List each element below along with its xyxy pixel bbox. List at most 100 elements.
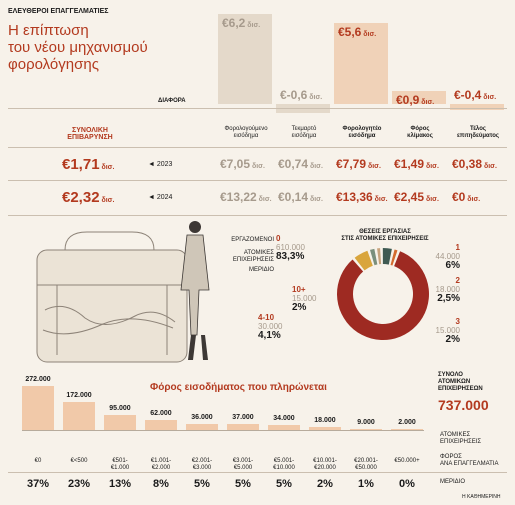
bar-category-line: €2.001-: [191, 458, 213, 464]
donut-slice: [382, 248, 392, 265]
row-cell: €2,45 δισ.: [394, 190, 439, 204]
donut-segment-share: 2%: [445, 334, 460, 345]
total-burden-l1: ΣΥΝΟΛΙΚΗ: [72, 127, 108, 134]
donut-slice: [354, 250, 373, 271]
donut-segment-share: 6%: [445, 260, 460, 271]
bar-category: €3.001- €5.000: [223, 458, 263, 472]
bar-category-line: €1.000: [110, 465, 130, 471]
column-header-line: Τέλος: [470, 126, 486, 132]
donut-legend-firms-l2: ΕΠΙΧΕΙΡΗΣΕΙΣ: [232, 257, 274, 263]
bar-category: €0: [18, 458, 58, 465]
column-header-line: Τεκμαρτό: [291, 126, 317, 132]
bar-share: 13%: [108, 478, 132, 490]
bar-axis: [22, 430, 424, 431]
bar-category-line: €501-: [112, 458, 128, 464]
legend-count-l2: ΕΠΙΧΕΙΡΗΣΕΙΣ: [440, 439, 482, 445]
bar-category-line: €2.000: [151, 465, 171, 471]
bar-category: €20.001- €50.000: [346, 458, 386, 472]
row-cell-unit: δισ.: [372, 196, 388, 203]
column-header-line: Φορολογητέο: [342, 126, 382, 132]
donut-segment-name: 3: [455, 317, 460, 326]
diff-value-unit: δισ.: [419, 98, 435, 106]
donut-legend-firms-l1: ΑΤΟΜΙΚΕΣ: [243, 250, 274, 256]
bar-category: €501- €1.000: [100, 458, 140, 472]
diff-value: €-0,6 δισ.: [280, 88, 323, 102]
column-header: Τεκμαρτό εισόδημα: [272, 126, 336, 140]
bar-category-line: €<500: [70, 458, 88, 464]
column-header: Φορολογητέο εισόδημα: [330, 126, 394, 140]
row-cell: €0,38 δισ.: [452, 157, 497, 171]
bar-category: €<500: [59, 458, 99, 465]
diff-value: €-0,4 δισ.: [454, 88, 497, 102]
diff-value: €6,2 δισ.: [222, 16, 261, 31]
row-cell: €7,05 δισ.: [220, 157, 265, 171]
page-title: Η επίπτωση του νέου μηχανισμού φορολόγησ…: [8, 22, 148, 73]
column-header: Τέλος επιτηδεύματος: [446, 126, 510, 140]
diff-value-unit: δισ.: [307, 94, 323, 101]
total-firms-value: 737.000: [438, 397, 489, 413]
bar-value-label: 62.000: [150, 409, 172, 417]
bar-category-line: €20.001-: [354, 458, 378, 464]
bar-category-line: €0: [34, 458, 42, 464]
bar-share: 5%: [194, 478, 210, 490]
diff-value-unit: δισ.: [245, 22, 261, 30]
bar-share: 0%: [399, 478, 415, 490]
row-cell: €0,14 δισ.: [278, 190, 323, 204]
donut-segment-count: 30.000: [258, 322, 283, 331]
bar: [63, 402, 95, 430]
bar-value-label: 95.000: [109, 404, 131, 412]
bar-category-line: €50.000: [355, 465, 377, 471]
donut-segment-count: 610.000: [276, 243, 305, 252]
bar-category-line: €10.000: [273, 465, 295, 471]
donut-segment-count: 15.000: [435, 326, 460, 335]
donut-segment-share: 83,3%: [276, 251, 305, 262]
donut-segment-label: 3 15.000 2%: [410, 317, 460, 345]
bar-category: €5.001- €10.000: [264, 458, 304, 472]
donut-title-l2: ΣΤΙΣ ΑΤΟΜΙΚΕΣ ΕΠΙΧΕΙΡΗΣΕΙΣ: [341, 236, 429, 242]
donut-segment-label: 10+ 15.000 2%: [292, 285, 342, 313]
column-header-line: εισόδημα: [348, 133, 376, 139]
row-total: €2,32 δισ.: [62, 189, 115, 206]
bar: [145, 419, 177, 430]
column-header-line: Φορολογούμενο: [224, 126, 268, 132]
row-year: ◄ 2024: [148, 194, 173, 201]
donut-slice: [377, 248, 382, 265]
section-label: ΕΛΕΥΘΕΡΟΙ ΕΠΑΓΓΕΛΜΑΤΙΕΣ: [8, 8, 109, 15]
donut-segment-label: 2 18.000 2,5%: [410, 276, 460, 304]
legend-count-l1: ΑΤΟΜΙΚΕΣ: [440, 432, 471, 438]
bar-category-line: €5.001-: [273, 458, 295, 464]
donut-legend-share: ΜΕΡΙΔΙΟ: [248, 267, 274, 273]
diff-bar: [218, 14, 272, 104]
donut-slice: [337, 251, 429, 340]
row-cell-unit: δισ.: [465, 196, 481, 203]
donut-segment-label: 0 610.000 83,3%: [276, 234, 326, 262]
row-cell: €13,22 δισ.: [220, 190, 272, 204]
donut-chart: [337, 248, 429, 340]
donut-segment-name: 1: [455, 243, 460, 252]
row-cell-unit: δισ.: [482, 163, 497, 170]
donut-segment-name: 4-10: [258, 313, 275, 322]
diff-value: €0,9 δισ.: [396, 92, 435, 107]
diff-label: ΔΙΑΦΟΡΑ: [158, 98, 186, 104]
donut-segment-share: 2%: [292, 302, 307, 313]
total-firms-label: ΣΥΝΟΛΟ ΑΤΟΜΙΚΩΝ ΕΠΙΧΕΙΡΗΣΕΩΝ: [438, 372, 483, 393]
donut-segment-count: 15.000: [292, 294, 317, 303]
bar-category: €1.001- €2.000: [141, 458, 181, 472]
bar: [104, 414, 136, 430]
bar-value-label: 172.000: [66, 392, 92, 400]
row-cell: €1,49 δισ.: [394, 157, 439, 171]
donut-legend-employees: ΕΡΓΑΖΟΜΕΝΟΙ: [231, 237, 274, 243]
donut-segment-share: 4,1%: [258, 330, 281, 341]
bar-value-label: 36.000: [191, 414, 213, 422]
donut-segment-label: 4-10 30.000 4,1%: [258, 313, 308, 341]
legend-tax-l1: ΦΟΡΟΣ: [440, 454, 462, 460]
source-credit: Η ΚΑΘΗΜΕΡΙΝΗ: [462, 494, 501, 500]
legend-share: ΜΕΡΙΔΙΟ: [440, 479, 466, 485]
bar-share: 5%: [235, 478, 251, 490]
bar-category-line: €3.000: [192, 465, 212, 471]
bar: [186, 424, 218, 430]
bar-category-line: €50.000+: [394, 458, 420, 464]
legend-tax: ΦΟΡΟΣ ΑΝΑ ΕΠΑΓΓΕΛΜΑΤΙΑ: [440, 454, 499, 468]
bar-value-label: 34.000: [273, 414, 295, 422]
bar: [309, 427, 341, 430]
